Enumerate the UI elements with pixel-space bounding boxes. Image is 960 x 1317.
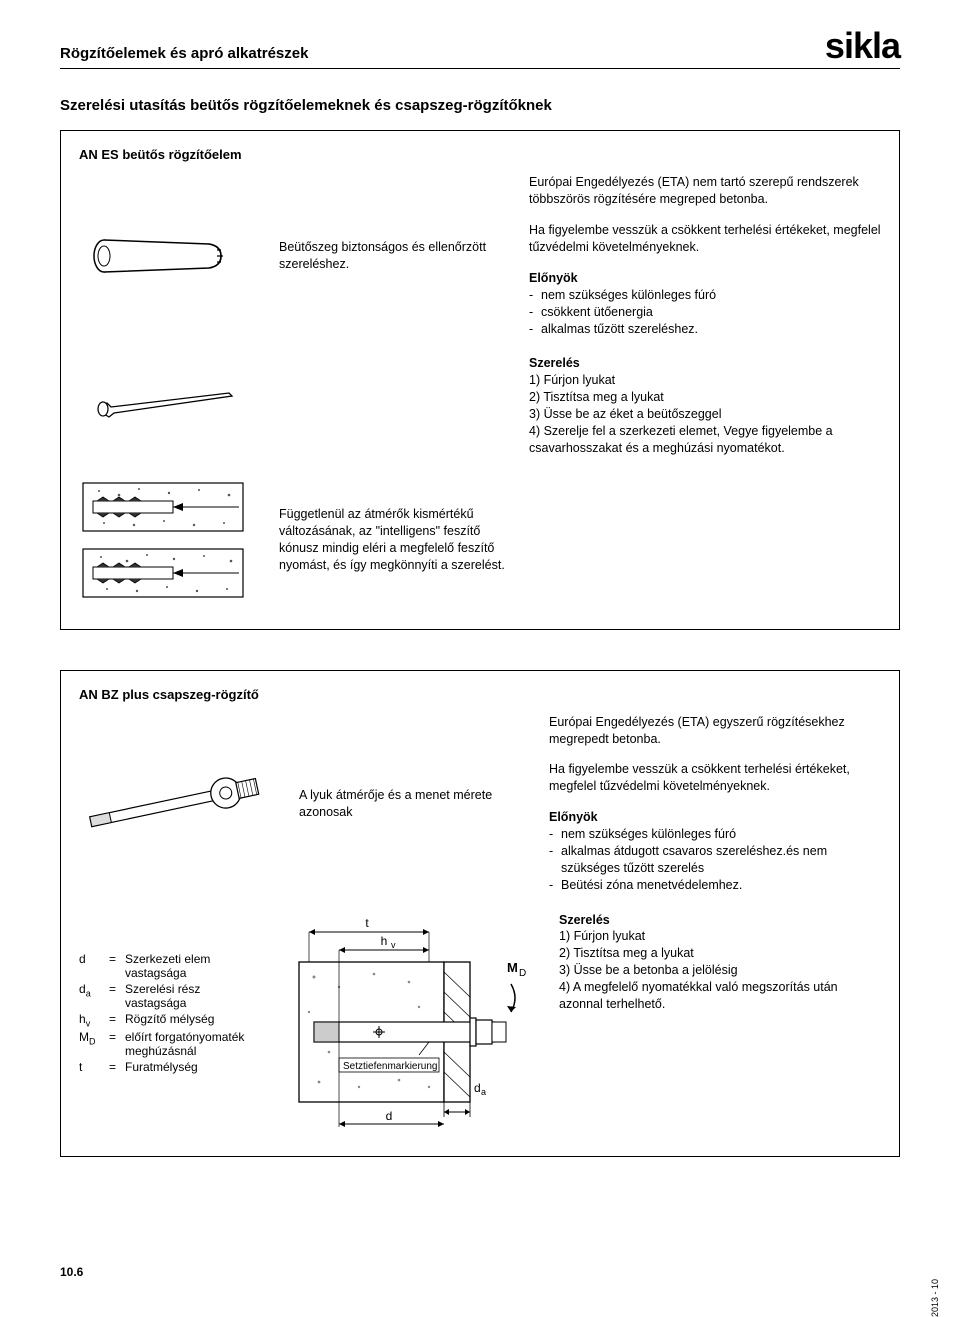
list-item: 2) Tisztítsa meg a lyukat: [529, 389, 881, 406]
legend-row: hv = Rögzítő mélység: [79, 1012, 259, 1028]
equals-sign: =: [109, 1060, 119, 1074]
list-item: nem szükséges különleges fúró: [549, 826, 881, 843]
page-title: Rögzítőelemek és apró alkatrészek: [60, 45, 308, 62]
equals-sign: =: [109, 982, 119, 1010]
bolt-anchor-illustration: [79, 714, 279, 894]
text: Ha figyelembe vesszük a csökkent terhelé…: [529, 222, 881, 256]
legend-row: t = Furatmélység: [79, 1060, 259, 1074]
text: Beütőszeg biztonságos és ellenőrzött sze…: [279, 239, 509, 273]
row: Függetlenül az átmérők kismértékű változ…: [79, 475, 881, 605]
cross-section-illustration: [79, 475, 259, 605]
legend-text: Szerelési rész vastagsága: [125, 982, 259, 1010]
page-header: Rögzítőelemek és apró alkatrészek sikla: [60, 30, 900, 69]
legend-column: d=Szerkezeti elem vastagságada=Szerelési…: [79, 912, 259, 1132]
label-hv: h: [381, 934, 388, 948]
assembly-heading: Szerelés: [559, 912, 881, 929]
list-item: 1) Fúrjon lyukat: [529, 372, 881, 389]
footer-date: 2013 - 10: [930, 1279, 940, 1317]
label-da-sub: a: [481, 1087, 486, 1097]
legend-text: Szerkezeti elem vastagsága: [125, 952, 259, 980]
list-item: 3) Üsse be a betonba a jelölésig: [559, 962, 881, 979]
list-item: 4) A megfelelő nyomatékkal való megszorí…: [559, 979, 881, 1013]
product-es-heading: AN ES beütős rögzítőelem: [79, 147, 881, 162]
assembly-heading: Szerelés: [529, 355, 881, 372]
list-item: Beütési zóna menetvédelemhez.: [549, 877, 881, 894]
row: d=Szerkezeti elem vastagságada=Szerelési…: [79, 912, 881, 1132]
legend-symbol: MD: [79, 1030, 103, 1058]
advantages-heading: Előnyök: [529, 270, 881, 287]
spacer: [529, 475, 881, 605]
legend-list: d=Szerkezeti elem vastagságada=Szerelési…: [79, 952, 259, 1076]
assembly-steps: 1) Fúrjon lyukat2) Tisztítsa meg a lyuka…: [529, 372, 881, 456]
sleeve-illustration: [79, 174, 259, 337]
setting-tool-icon: [89, 381, 249, 431]
right-col-1: Európai Engedélyezés (ETA) nem tartó sze…: [529, 174, 881, 337]
right-col-2: Szerelés 1) Fúrjon lyukat2) Tisztítsa me…: [529, 355, 881, 456]
product-es-box: AN ES beütős rögzítőelem Beütőszeg bizto…: [60, 130, 900, 629]
label-d: d: [386, 1109, 393, 1123]
legend-symbol: t: [79, 1060, 103, 1074]
legend-row: d=Szerkezeti elem vastagsága: [79, 952, 259, 980]
text: A lyuk átmérője és a menet mérete azonos…: [299, 787, 529, 821]
setting-tool-illustration: [79, 355, 259, 456]
legend-text: Furatmélység: [125, 1060, 259, 1074]
label-md-sub: D: [519, 968, 526, 979]
list-item: 2) Tisztítsa meg a lyukat: [559, 945, 881, 962]
legend-row: MD=előírt forgatónyomaték meghúzásnál: [79, 1030, 259, 1058]
assembly-steps: 1) Fúrjon lyukat2) Tisztítsa meg a lyuka…: [559, 928, 881, 1012]
spacer: [279, 355, 509, 456]
dimension-diagram-icon: t h v: [279, 912, 529, 1132]
mid-text-bz: A lyuk átmérője és a menet mérete azonos…: [299, 714, 529, 894]
text: Ha figyelembe vesszük a csökkent terhelé…: [549, 761, 881, 795]
mid-text-1: Beütőszeg biztonságos és ellenőrzött sze…: [279, 174, 509, 337]
list-item: alkalmas átdugott csavaros szereléshez.é…: [549, 843, 881, 877]
row: A lyuk átmérője és a menet mérete azonos…: [79, 714, 881, 894]
text: Függetlenül az átmérők kismértékű változ…: [279, 506, 509, 574]
legend-row: da=Szerelési rész vastagsága: [79, 982, 259, 1010]
mid-text-2: Függetlenül az átmérők kismértékű változ…: [279, 475, 509, 605]
list-item: nem szükséges különleges fúró: [529, 287, 881, 304]
anchor-sleeve-icon: [89, 226, 249, 286]
list-item: csökkent ütőenergia: [529, 304, 881, 321]
label-t: t: [365, 916, 369, 930]
legend-symbol: d: [79, 952, 103, 980]
text: Európai Engedélyezés (ETA) egyszerű rögz…: [549, 714, 881, 748]
list-item: alkalmas tűzött szereléshez.: [529, 321, 881, 338]
bolt-anchor-icon: [79, 764, 279, 844]
equals-sign: =: [109, 952, 119, 980]
advantages-heading: Előnyök: [549, 809, 881, 826]
label-da: d: [474, 1081, 481, 1095]
cross-section-icon: [79, 475, 259, 605]
row: Beütőszeg biztonságos és ellenőrzött sze…: [79, 174, 881, 337]
list-item: 1) Fúrjon lyukat: [559, 928, 881, 945]
legend-text: előírt forgatónyomaték meghúzásnál: [125, 1030, 259, 1058]
dimension-diagram: t h v: [279, 912, 539, 1132]
label-md: M: [507, 960, 518, 975]
brand-logo: sikla: [825, 30, 900, 62]
right-col-bz-2: Szerelés 1) Fúrjon lyukat2) Tisztítsa me…: [559, 912, 881, 1132]
list-item: 4) Szerelje fel a szerkezeti elemet, Veg…: [529, 423, 881, 457]
row: Szerelés 1) Fúrjon lyukat2) Tisztítsa me…: [79, 355, 881, 456]
list-item: 3) Üsse be az éket a beütőszeggel: [529, 406, 881, 423]
advantages-list: nem szükséges különleges fúrócsökkent üt…: [529, 287, 881, 338]
legend-symbol: hv: [79, 1012, 103, 1028]
page-footer: 10.6: [60, 1265, 900, 1279]
equals-sign: =: [109, 1030, 119, 1058]
label-setztiefen: Setztiefenmarkierung: [343, 1061, 438, 1072]
section-title: Szerelési utasítás beütős rögzítőelemekn…: [60, 97, 900, 114]
product-bz-box: AN BZ plus csapszeg-rögzítő A lyuk átmér…: [60, 670, 900, 1157]
label-hv-sub: v: [391, 940, 396, 950]
advantages-list: nem szükséges különleges fúróalkalmas át…: [549, 826, 881, 894]
legend-text: Rögzítő mélység: [125, 1012, 259, 1028]
right-col-bz-1: Európai Engedélyezés (ETA) egyszerű rögz…: [549, 714, 881, 894]
equals-sign: =: [109, 1012, 119, 1028]
text: Európai Engedélyezés (ETA) nem tartó sze…: [529, 174, 881, 208]
legend-symbol: da: [79, 982, 103, 1010]
product-bz-heading: AN BZ plus csapszeg-rögzítő: [79, 687, 881, 702]
page-number: 10.6: [60, 1265, 83, 1279]
